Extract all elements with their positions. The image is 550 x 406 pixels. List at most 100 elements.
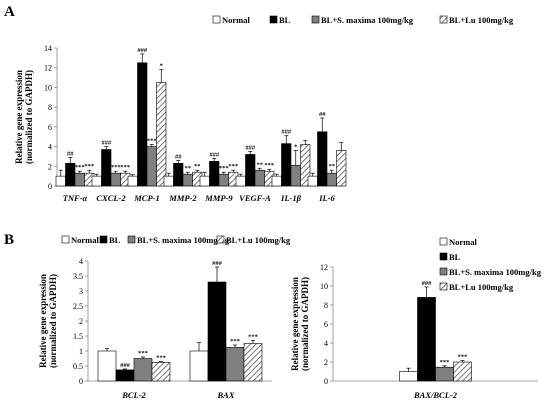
legend-label: BL (109, 235, 121, 245)
bar-1-1 (207, 281, 227, 382)
legend-label: BL (449, 252, 461, 262)
significance-marker: ** (329, 163, 336, 170)
bar-0-0 (55, 175, 66, 187)
bar-6-2 (290, 165, 301, 187)
y-tick-label: 1 (79, 347, 83, 356)
legend-swatch (439, 282, 448, 291)
bar-3-2 (182, 173, 193, 187)
y-tick-label: 1.5 (73, 332, 83, 341)
bar-2-1 (137, 62, 148, 187)
bar-0-2 (435, 366, 454, 382)
significance-marker: *** (138, 350, 148, 357)
bar-5-0 (235, 175, 246, 187)
significance-marker: *** (156, 355, 166, 362)
legend-swatch (439, 15, 448, 24)
y-tick-label: 8 (48, 103, 52, 112)
legend-swatch (311, 15, 320, 24)
legend-swatch (99, 235, 108, 244)
legend-label: BL+S. maxima 100mg/kg (449, 267, 542, 277)
significance-marker: ## (175, 153, 182, 160)
legend-swatch (269, 15, 278, 24)
y-tick-label: 4 (79, 257, 83, 266)
panel-a-letter: A (4, 4, 15, 20)
y-tick-label: 3.5 (73, 272, 83, 281)
bar-6-1 (281, 143, 292, 187)
legend-swatch (212, 15, 221, 24)
significance-marker: *** (228, 163, 238, 170)
x-category-label: BCL-2 (121, 390, 146, 400)
legend-label: Normal (71, 235, 99, 245)
panel-b-letter: B (4, 232, 14, 248)
legend-label: Normal (222, 15, 250, 25)
legend-label: BL+Lu 100mg/kg (449, 282, 514, 292)
significance-marker: ** (257, 161, 264, 168)
significance-marker: *** (230, 338, 240, 345)
bar-0-1 (65, 163, 76, 187)
bar-6-0 (271, 175, 282, 187)
significance-marker: ### (245, 145, 256, 152)
significance-marker: ### (101, 140, 112, 147)
legend-label: BL+Lu 100mg/kg (226, 235, 291, 245)
significance-marker: *** (458, 354, 468, 361)
bar-7-0 (307, 175, 318, 187)
bar-1-2 (110, 172, 121, 187)
significance-marker: *** (147, 138, 157, 145)
legend-swatch (439, 267, 448, 276)
y-tick-label: 12 (320, 263, 328, 272)
y-tick-label: 10 (44, 83, 52, 92)
bar-1-3 (243, 343, 263, 382)
bar-7-3 (336, 150, 347, 187)
significance-marker: *** (264, 162, 274, 169)
y-tick-label: 10 (320, 282, 328, 291)
legend-swatch (439, 237, 448, 246)
y-tick-label: 4 (324, 339, 328, 348)
y-tick-label: 0 (48, 182, 52, 191)
significance-marker: ### (212, 260, 223, 267)
significance-marker: ** (194, 163, 201, 170)
legend-swatch (127, 235, 136, 244)
y-tick-label: 3 (79, 287, 83, 296)
bar-5-1 (245, 154, 256, 187)
x-category-label: MMP-9 (204, 193, 233, 203)
significance-marker: ### (422, 280, 433, 287)
significance-marker: *** (120, 164, 130, 171)
x-category-label: BAX/BCL-2 (413, 390, 458, 400)
y-axis-label-line2: (normalized to GAPDH) (300, 277, 310, 371)
bar-4-0 (199, 175, 210, 187)
x-category-label: BAX (216, 390, 234, 400)
bar-5-2 (254, 169, 265, 187)
bar-0-2 (74, 172, 85, 187)
legend-label: Normal (449, 237, 477, 247)
bar-7-1 (317, 131, 328, 187)
legend-label: BL (279, 15, 291, 25)
x-category-label: IL-6 (318, 193, 335, 203)
bar-1-0 (91, 175, 102, 187)
significance-marker: ## (67, 150, 74, 157)
significance-marker: * (160, 63, 163, 70)
bar-0-1 (417, 297, 436, 382)
significance-marker: *** (440, 359, 450, 366)
legend-swatch (61, 235, 70, 244)
bar-1-0 (189, 350, 209, 382)
bar-0-1 (115, 369, 135, 382)
x-category-label: MCP-1 (133, 193, 160, 203)
bar-2-3 (156, 82, 167, 187)
chart-panel-a: Relative gene expression (normalized to G… (14, 15, 514, 203)
chart-panel-b-right: Relative gene expression (normalized to G… (290, 237, 542, 400)
significance-marker: *** (75, 164, 85, 171)
x-category-label: VEGF-A (239, 193, 271, 203)
significance-marker: ## (319, 111, 326, 118)
significance-marker: *** (219, 165, 229, 172)
legend-label: BL+S. maxima 100mg/kg (137, 235, 230, 245)
legend-label: BL+Lu 100mg/kg (449, 15, 514, 25)
x-category-label: MMP-2 (168, 193, 197, 203)
legend-swatch (439, 252, 448, 261)
significance-marker: ### (281, 129, 292, 136)
y-axis-label-line2: (normalized to GAPDH) (24, 70, 34, 164)
significance-marker: *** (248, 334, 258, 341)
y-axis-label-line1: Relative gene expression (14, 70, 24, 164)
y-tick-label: 2 (79, 317, 83, 326)
significance-marker: *** (111, 164, 121, 171)
bar-0-3 (453, 361, 472, 382)
